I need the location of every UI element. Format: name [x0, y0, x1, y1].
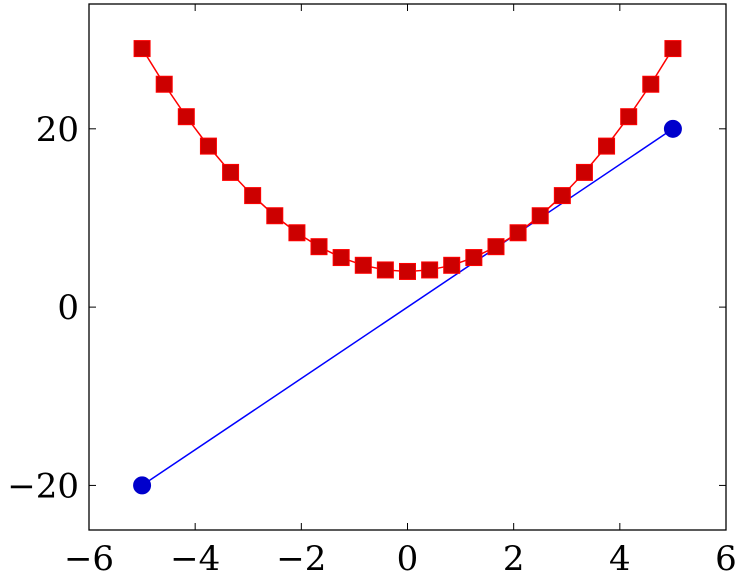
data-point — [575, 163, 593, 181]
data-point — [354, 256, 372, 274]
x-tick-label: 2 — [503, 539, 525, 578]
data-point — [531, 207, 549, 225]
x-tick-label: −6 — [64, 539, 114, 578]
data-point — [266, 207, 284, 225]
data-point — [443, 256, 461, 274]
y-axis: −20 0 20 — [7, 110, 726, 506]
data-point — [244, 187, 262, 205]
y-tick-label: 20 — [36, 110, 79, 150]
x-tick-label: 4 — [609, 539, 631, 578]
data-point — [332, 249, 350, 267]
x-axis: −6 −4 −2 0 2 4 6 — [64, 4, 737, 578]
data-point — [553, 187, 571, 205]
data-point — [376, 261, 394, 279]
data-point — [288, 224, 306, 242]
data-point — [310, 238, 328, 256]
data-point — [177, 108, 195, 126]
y-tick-label: 0 — [57, 288, 79, 328]
data-point — [620, 108, 638, 126]
series-1 — [133, 119, 682, 495]
series-2-line — [141, 48, 674, 273]
data-point — [465, 249, 483, 267]
series-1-line — [141, 128, 674, 487]
plot-area — [133, 40, 682, 495]
data-point — [222, 163, 240, 181]
x-tick-label: −4 — [170, 539, 220, 578]
data-point — [487, 238, 505, 256]
data-point — [663, 119, 682, 138]
x-tick-label: 6 — [715, 539, 737, 578]
data-point — [133, 40, 151, 58]
data-point — [421, 261, 439, 279]
data-point — [598, 137, 616, 155]
data-point — [155, 75, 173, 93]
data-point — [399, 262, 416, 280]
y-tick-label: −20 — [7, 466, 79, 506]
data-point — [199, 137, 217, 155]
data-point — [509, 224, 527, 242]
series-2 — [133, 40, 682, 280]
data-point — [664, 40, 682, 58]
data-point — [642, 75, 660, 93]
x-tick-label: 0 — [397, 539, 419, 578]
x-tick-label: −2 — [276, 539, 326, 578]
data-point — [133, 476, 152, 495]
